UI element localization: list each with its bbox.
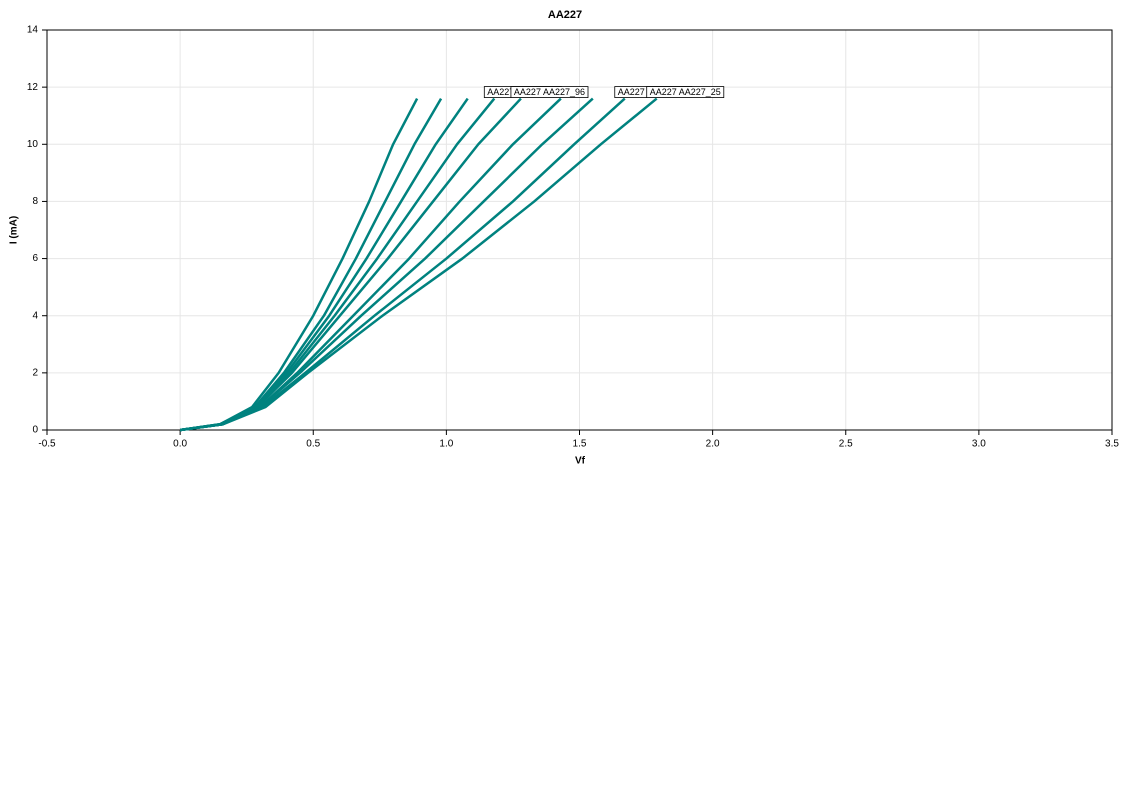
x-axis-label: Vf (575, 456, 586, 467)
y-tick-label: 10 (27, 139, 39, 150)
data-line (179, 97, 496, 432)
x-tick-label: 3.5 (1105, 439, 1119, 450)
label-box (510, 86, 589, 98)
x-tick-label: 2.5 (839, 439, 853, 450)
data-line (179, 97, 594, 432)
chart-title: AA227 (548, 9, 582, 21)
x-tick-label: 1.0 (439, 439, 453, 450)
series-label: AA227 AA227_96 (514, 87, 585, 97)
x-tick-label: 0.0 (173, 439, 187, 450)
data-line (179, 97, 469, 432)
y-tick-label: 8 (32, 196, 38, 207)
x-tick-label: 3.0 (972, 439, 986, 450)
x-tick-label: 0.5 (306, 439, 320, 450)
series-label: AA227 AA227_25 (650, 87, 721, 97)
y-axis-label: I (mA) (9, 216, 20, 244)
x-tick-label: 2.0 (706, 439, 720, 450)
y-tick-label: 2 (32, 367, 38, 378)
y-tick-label: 6 (32, 253, 38, 264)
y-tick-label: 14 (27, 25, 39, 36)
data-line (179, 97, 562, 432)
data-line (179, 97, 658, 432)
y-tick-label: 12 (27, 82, 39, 93)
y-tick-label: 4 (32, 310, 38, 321)
plot-frame (46, 29, 1113, 431)
label-box (646, 86, 725, 98)
x-tick-label: 1.5 (573, 439, 587, 450)
x-tick-label: -0.5 (38, 439, 56, 450)
y-tick-label: 0 (32, 425, 38, 436)
data-line (179, 97, 522, 432)
